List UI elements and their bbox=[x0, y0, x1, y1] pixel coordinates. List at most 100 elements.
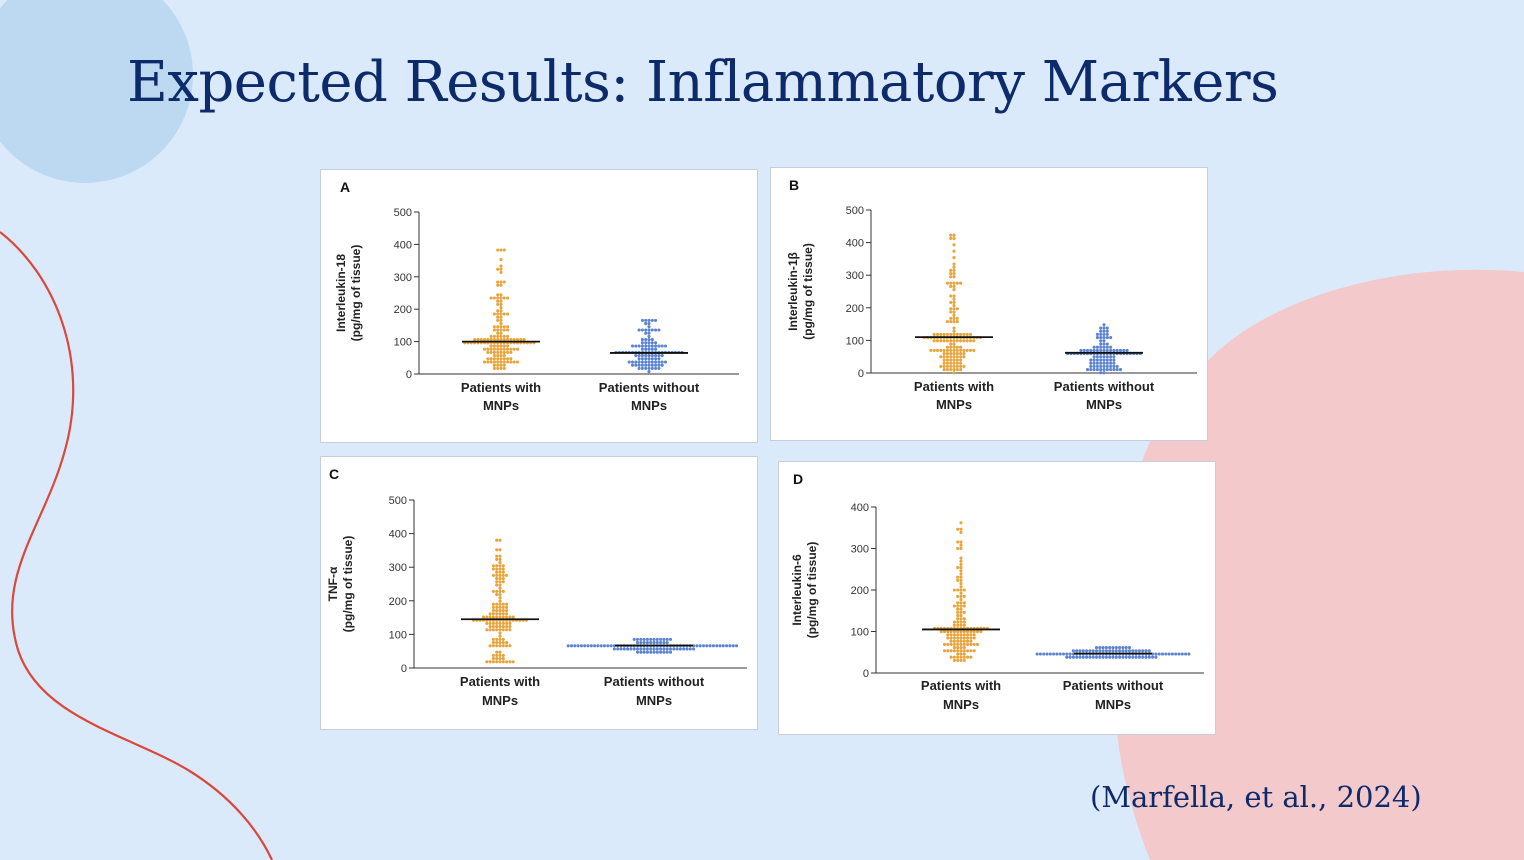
decor-blob-right bbox=[1114, 269, 1524, 860]
data-point bbox=[949, 310, 953, 314]
data-point bbox=[1102, 332, 1106, 336]
data-point bbox=[949, 268, 953, 272]
data-point bbox=[496, 360, 500, 364]
data-point bbox=[650, 328, 654, 332]
y-tick-label: 100 bbox=[846, 335, 864, 347]
data-point bbox=[942, 642, 947, 646]
data-point bbox=[511, 660, 515, 664]
data-point bbox=[495, 580, 499, 584]
data-point bbox=[956, 527, 960, 531]
data-point bbox=[1102, 342, 1106, 346]
data-point bbox=[959, 339, 963, 343]
data-point bbox=[955, 361, 959, 365]
data-point bbox=[979, 630, 983, 634]
data-point bbox=[955, 355, 959, 359]
data-point bbox=[501, 602, 505, 606]
data-point bbox=[657, 360, 661, 364]
data-point bbox=[962, 655, 966, 659]
data-point bbox=[1109, 348, 1113, 352]
data-point bbox=[482, 347, 487, 351]
data-point bbox=[1078, 655, 1082, 659]
data-point bbox=[486, 350, 490, 354]
data-point bbox=[492, 354, 496, 358]
data-point bbox=[1108, 649, 1112, 653]
data-point bbox=[1114, 646, 1118, 650]
data-point bbox=[498, 564, 502, 568]
data-point bbox=[495, 570, 499, 574]
data-point bbox=[959, 569, 963, 573]
data-point bbox=[492, 350, 496, 354]
chart-panel-a: A 0 100 200 300 400 500 Interleukin-18 (pg/mg of… bbox=[321, 170, 757, 442]
data-point bbox=[505, 602, 509, 606]
data-point bbox=[946, 642, 950, 646]
data-point bbox=[635, 641, 640, 645]
data-point bbox=[492, 338, 496, 342]
data-point bbox=[645, 641, 649, 645]
data-point bbox=[1124, 649, 1128, 653]
data-point bbox=[663, 344, 668, 348]
data-point bbox=[1111, 655, 1115, 659]
data-point bbox=[644, 366, 648, 370]
data-point bbox=[698, 644, 702, 648]
y-axis-label: Interleukin-1β bbox=[786, 252, 800, 331]
data-point bbox=[501, 660, 505, 664]
data-point bbox=[506, 344, 510, 348]
data-point bbox=[959, 281, 963, 285]
data-point bbox=[640, 318, 644, 322]
data-point bbox=[1154, 652, 1158, 656]
data-point bbox=[949, 320, 953, 324]
data-point bbox=[949, 332, 953, 336]
data-point bbox=[952, 633, 956, 637]
data-point bbox=[491, 653, 495, 657]
y-axis-unit-label: (pg/mg of tissue) bbox=[341, 536, 355, 633]
data-point bbox=[1099, 358, 1103, 362]
data-point bbox=[637, 360, 641, 364]
data-point bbox=[495, 641, 499, 645]
data-point bbox=[489, 350, 493, 354]
data-point bbox=[1111, 649, 1115, 653]
data-point bbox=[508, 660, 512, 664]
data-point bbox=[501, 644, 505, 648]
data-point bbox=[489, 296, 493, 300]
data-point bbox=[1102, 355, 1106, 359]
data-point bbox=[499, 318, 503, 322]
data-point bbox=[942, 649, 947, 653]
data-point bbox=[942, 352, 946, 356]
data-point bbox=[1121, 649, 1125, 653]
data-point bbox=[659, 641, 663, 645]
data-point bbox=[485, 621, 489, 625]
data-point bbox=[1105, 355, 1109, 359]
data-point bbox=[1099, 368, 1103, 372]
data-point bbox=[506, 360, 510, 364]
data-point bbox=[708, 644, 712, 648]
data-point bbox=[1121, 646, 1125, 650]
data-point bbox=[1068, 652, 1072, 656]
data-point bbox=[1109, 336, 1113, 340]
data-point bbox=[1115, 364, 1119, 368]
data-point bbox=[949, 307, 953, 311]
data-point bbox=[650, 357, 654, 361]
data-point bbox=[640, 366, 644, 370]
data-point bbox=[939, 348, 943, 352]
data-point bbox=[942, 355, 946, 359]
x-category-label-line2: MNPs bbox=[943, 697, 979, 712]
data-point bbox=[1105, 364, 1109, 368]
chart-svg-a: A 0 100 200 300 400 500 Interleukin-18 (pg/mg of… bbox=[334, 179, 739, 413]
data-point bbox=[952, 249, 956, 253]
data-point bbox=[1105, 342, 1109, 346]
data-point bbox=[496, 283, 500, 287]
data-point bbox=[695, 644, 699, 648]
data-point bbox=[644, 322, 648, 326]
data-point bbox=[1081, 655, 1085, 659]
decor-red-curve bbox=[0, 231, 273, 860]
data-point bbox=[501, 641, 505, 645]
data-point bbox=[672, 647, 676, 651]
data-point bbox=[1092, 364, 1096, 368]
data-point bbox=[498, 561, 502, 565]
data-point bbox=[657, 344, 661, 348]
data-point bbox=[962, 623, 966, 627]
data-point bbox=[644, 338, 648, 342]
data-point bbox=[935, 348, 940, 352]
data-point bbox=[932, 339, 936, 343]
data-point bbox=[485, 660, 489, 664]
